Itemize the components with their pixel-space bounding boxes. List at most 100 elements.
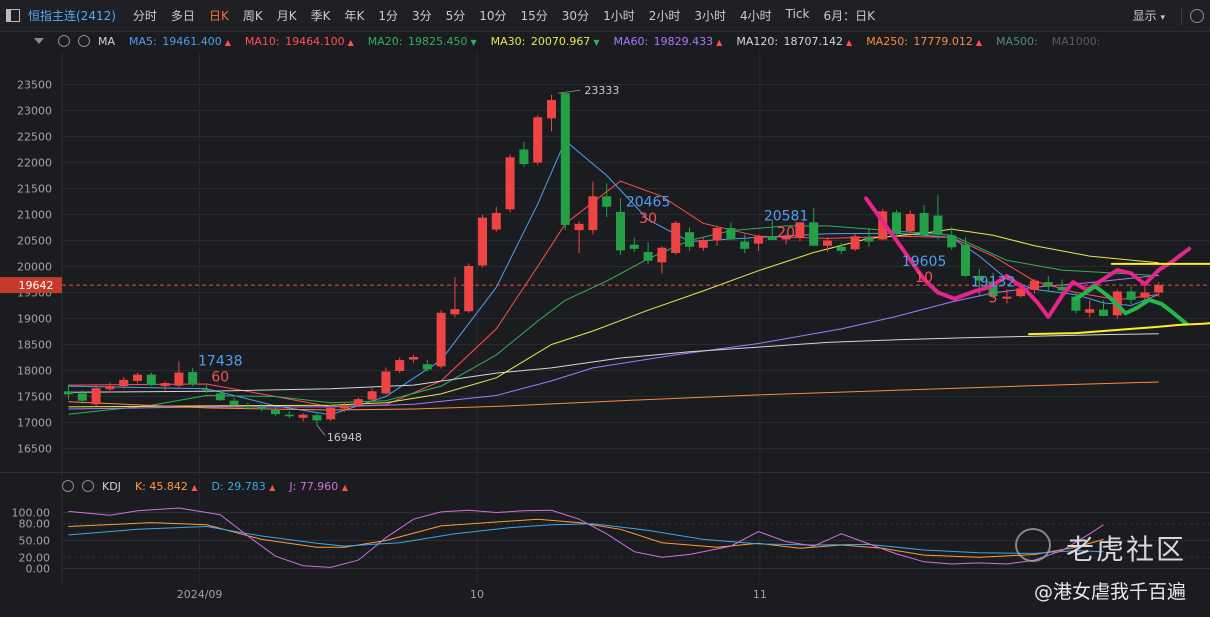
period-tab[interactable]: 日K (208, 9, 229, 23)
period-tab[interactable]: 15分 (520, 9, 548, 23)
candle-body (754, 236, 763, 244)
chart-annotation: 20 (777, 225, 795, 241)
ma-legend-item[interactable]: MA30: 20070.967 ▼ (491, 35, 600, 48)
candle-body (850, 236, 860, 250)
period-tab[interactable]: 3分 (411, 9, 432, 23)
ma-line-ma60 (68, 274, 1159, 410)
ma-legend-item[interactable]: MA250: 17779.012 ▲ (866, 35, 982, 48)
symbol-selector[interactable]: 恒指主连(2412) (28, 9, 116, 23)
period-tab[interactable]: 5分 (445, 9, 466, 23)
kdj-name: KDJ (102, 479, 121, 493)
ma-legend-item[interactable]: MA120: 18707.142 ▲ (736, 35, 852, 48)
settings-gear-icon[interactable] (1190, 8, 1204, 23)
magenta-path (864, 196, 1192, 319)
kdj-d-value: 29.783 (227, 479, 266, 493)
indicator-settings-icon[interactable] (58, 35, 70, 47)
candle-body (215, 393, 225, 401)
period-tabs: 分时 多日 日K 周K 月K 季K 年K 1分 3分 5分 10分 15分 30分 1小时 2小时 3小时 4小… (126, 7, 882, 24)
period-tab[interactable]: Tick (785, 7, 810, 21)
collapse-chevron-icon[interactable] (34, 38, 44, 44)
candle-body (629, 244, 639, 249)
period-tab[interactable]: 月K (276, 9, 297, 23)
candle-body (574, 223, 584, 231)
period-tab[interactable]: 年K (344, 9, 365, 23)
ma-legend-value: 19829.433 (650, 34, 714, 48)
kdj-k-value: 45.842 (149, 479, 188, 493)
period-tab[interactable]: 多日 (170, 9, 195, 23)
candle-body (202, 389, 211, 391)
period-tab[interactable]: 1小时 (603, 9, 635, 23)
ma-legend-item[interactable]: MA60: 19829.433 ▲ (613, 35, 722, 48)
candle-body (340, 405, 349, 409)
period-tab[interactable]: 3小时 (694, 9, 726, 23)
low-label: 16948 (327, 431, 362, 444)
candle-body (547, 100, 556, 119)
candle-body (1030, 280, 1039, 290)
period-tab[interactable]: 30分 (561, 9, 590, 23)
period-tab[interactable]: 2小时 (648, 9, 681, 23)
candle-body (188, 372, 198, 385)
kdj-y-tick-label: 20.00 (19, 551, 51, 564)
candle-body (781, 237, 791, 240)
candle-body (1071, 296, 1081, 311)
ma-legend-item[interactable]: MA500: (996, 35, 1038, 48)
chart-annotation: 5 (989, 290, 998, 306)
period-tab[interactable]: 4小时 (740, 9, 772, 23)
x-tick-label: 11 (753, 588, 767, 601)
candle-body (464, 265, 474, 312)
ma-legend-item[interactable]: MA (98, 35, 115, 48)
kdj-line-j (68, 507, 1104, 568)
sidebar-toggle-icon[interactable] (6, 9, 20, 22)
candle-body (409, 356, 418, 360)
candle-body (519, 149, 529, 165)
candle-body (1057, 286, 1067, 291)
kdj-legend: KDJ K: 45.842 ▲ D: 29.783 ▲ J: 77.960 ▲ (62, 476, 362, 496)
ma-legend-label: MA1000: (1051, 34, 1101, 48)
candle-body (1099, 309, 1108, 316)
candle-body (560, 93, 570, 225)
period-tab[interactable]: 1分 (378, 9, 398, 23)
ma-legend-label: MA30: (490, 34, 526, 48)
current-price-tag-bg (0, 277, 62, 294)
y-tick-label: 16500 (17, 443, 52, 456)
up-arrow-icon: ▲ (347, 37, 354, 47)
yellow-lower (1028, 322, 1210, 336)
candle-body (436, 312, 446, 367)
candle-body (767, 236, 777, 240)
y-tick-label: 23500 (17, 79, 52, 92)
candle-body (1154, 285, 1164, 293)
toolbar-separator (1181, 6, 1182, 25)
display-menu-button[interactable]: 显示 ▾ (1133, 7, 1165, 24)
period-tab[interactable]: 6月：日K (823, 9, 875, 23)
down-arrow-icon: ▼ (470, 37, 477, 47)
ma-legend-item[interactable]: MA10: 19464.100 ▲ (245, 35, 354, 48)
up-arrow-icon: ▲ (224, 37, 231, 47)
candle-body (119, 379, 129, 387)
indicator-close-icon[interactable] (78, 35, 90, 47)
ma-legend-item[interactable]: MA5: 19461.400 ▲ (129, 35, 231, 48)
period-tab[interactable]: 周K (242, 9, 263, 23)
chart-annotation: 20465 (626, 195, 671, 211)
candle-body (933, 215, 943, 235)
ma-line-ma30 (68, 228, 1159, 408)
chart-annotation: 30 (639, 211, 657, 227)
period-tab[interactable]: 季K (310, 9, 331, 23)
kdj-settings-icon[interactable] (62, 480, 74, 492)
candle-body (795, 222, 805, 238)
period-tab[interactable]: 分时 (132, 9, 157, 23)
period-tab[interactable]: 10分 (479, 9, 507, 23)
kdj-close-icon[interactable] (82, 480, 94, 492)
ma-legend-item[interactable]: MA20: 19825.450 ▼ (368, 35, 477, 48)
candle-body (257, 407, 267, 410)
up-arrow-icon: ▲ (341, 482, 348, 492)
ma-line-ma120 (68, 333, 1159, 393)
y-tick-label: 17000 (17, 417, 52, 430)
candle-body (1016, 288, 1026, 297)
candle-body (284, 414, 294, 417)
up-arrow-icon: ▲ (269, 482, 276, 492)
ma-legend-label: MA (98, 34, 116, 48)
toolbar-right: 显示 ▾ (1133, 0, 1210, 31)
ma-legend-item[interactable]: MA1000: (1052, 35, 1101, 48)
candle-body (298, 414, 308, 418)
